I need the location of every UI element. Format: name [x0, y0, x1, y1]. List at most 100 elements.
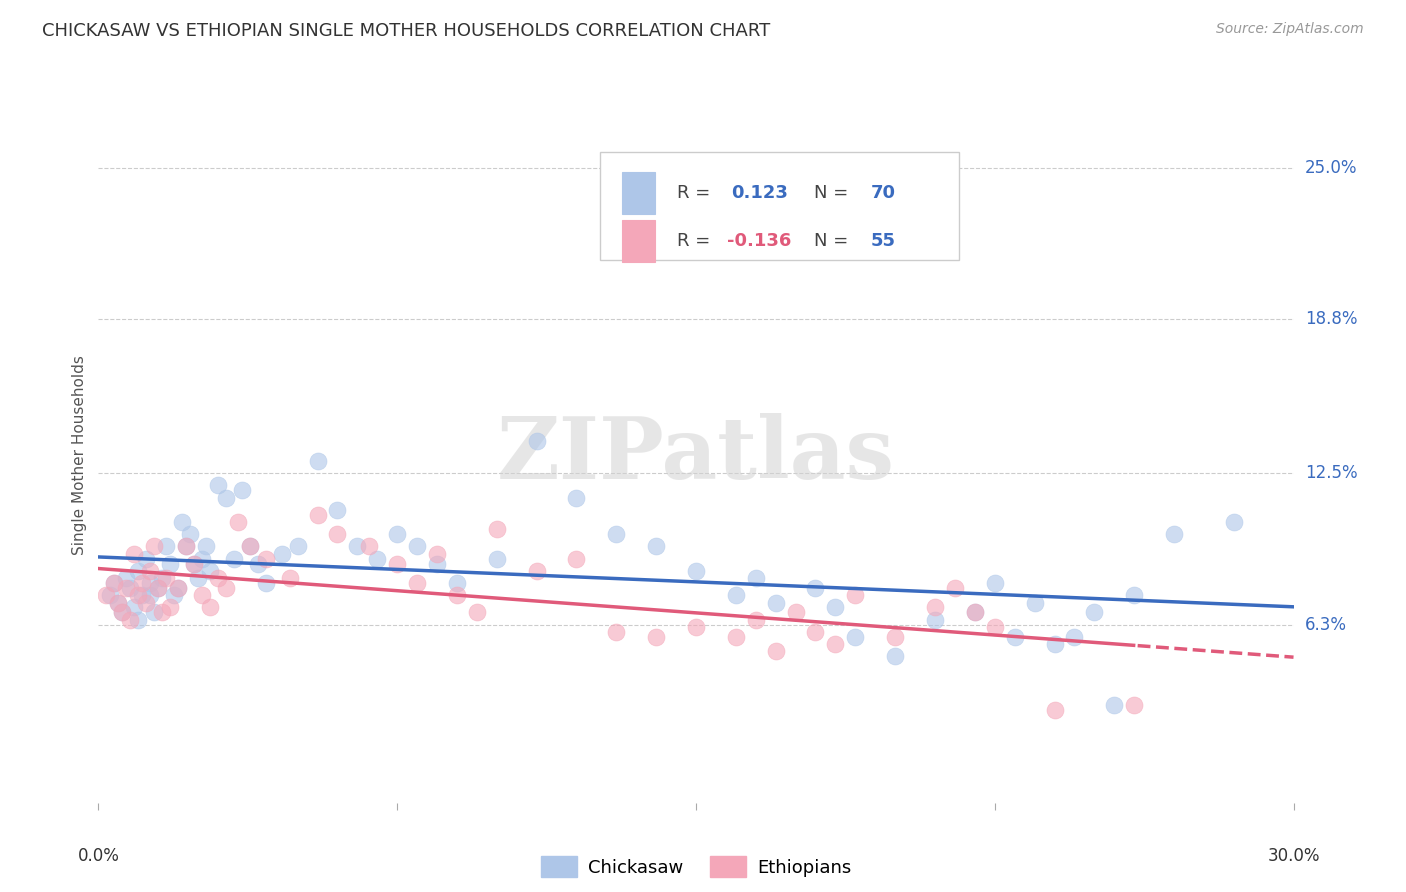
Text: 70: 70 — [870, 185, 896, 202]
Point — [1083, 606, 1105, 620]
Point — [1063, 630, 1085, 644]
Text: 55: 55 — [870, 232, 896, 250]
Point — [307, 454, 329, 468]
Point — [1043, 637, 1066, 651]
Point — [1004, 630, 1026, 644]
Point — [155, 540, 177, 554]
Point — [215, 581, 238, 595]
Text: 0.0%: 0.0% — [77, 847, 120, 864]
Point — [685, 564, 707, 578]
Point — [191, 551, 214, 566]
Point — [143, 540, 166, 554]
Point — [485, 551, 508, 566]
Point — [366, 551, 388, 566]
Point — [605, 624, 627, 639]
Point — [115, 581, 138, 595]
Point — [565, 551, 588, 566]
Point — [222, 551, 245, 566]
Point — [215, 491, 238, 505]
Point — [526, 564, 548, 578]
FancyBboxPatch shape — [600, 153, 959, 260]
Point — [785, 606, 807, 620]
Point — [983, 576, 1005, 591]
Point — [254, 551, 277, 566]
Point — [139, 588, 162, 602]
Text: CHICKASAW VS ETHIOPIAN SINGLE MOTHER HOUSEHOLDS CORRELATION CHART: CHICKASAW VS ETHIOPIAN SINGLE MOTHER HOU… — [42, 22, 770, 40]
Point — [745, 613, 768, 627]
Point — [804, 581, 827, 595]
Point — [446, 576, 468, 591]
Text: -0.136: -0.136 — [727, 232, 792, 250]
Point — [124, 600, 146, 615]
Point — [107, 596, 129, 610]
Point — [824, 637, 846, 651]
Point — [254, 576, 277, 591]
Point — [131, 576, 153, 591]
Point — [924, 600, 946, 615]
Point — [96, 588, 118, 602]
Point — [1024, 596, 1046, 610]
Point — [246, 557, 269, 571]
Point — [385, 557, 409, 571]
Point — [446, 588, 468, 602]
Point — [194, 540, 218, 554]
Point — [426, 547, 449, 561]
Text: 6.3%: 6.3% — [1305, 615, 1347, 633]
Point — [131, 588, 153, 602]
Point — [148, 581, 170, 595]
Point — [645, 630, 668, 644]
Text: Source: ZipAtlas.com: Source: ZipAtlas.com — [1216, 22, 1364, 37]
Point — [159, 557, 181, 571]
Point — [124, 547, 146, 561]
Point — [844, 588, 866, 602]
Point — [150, 571, 173, 585]
Point — [884, 649, 907, 664]
Point — [191, 588, 214, 602]
Point — [207, 478, 229, 492]
Point — [804, 624, 827, 639]
Point — [346, 540, 368, 554]
Point — [103, 576, 125, 591]
Point — [307, 508, 329, 522]
Point — [167, 581, 190, 595]
Point — [983, 620, 1005, 634]
Text: 12.5%: 12.5% — [1305, 464, 1357, 483]
Point — [1163, 527, 1185, 541]
Point — [1123, 698, 1146, 713]
Point — [844, 630, 866, 644]
Point — [326, 503, 349, 517]
Point — [127, 613, 149, 627]
Y-axis label: Single Mother Households: Single Mother Households — [72, 355, 87, 555]
Point — [231, 483, 253, 498]
Point — [207, 571, 229, 585]
Point — [183, 557, 205, 571]
Point — [426, 557, 449, 571]
Text: N =: N = — [814, 185, 849, 202]
Bar — [621, 219, 655, 261]
Point — [963, 606, 986, 620]
Point — [103, 576, 125, 591]
Point — [107, 596, 129, 610]
Legend: Chickasaw, Ethiopians: Chickasaw, Ethiopians — [533, 849, 859, 884]
Point — [924, 613, 946, 627]
Point — [183, 557, 205, 571]
Point — [465, 606, 488, 620]
Text: 0.123: 0.123 — [731, 185, 787, 202]
Point — [287, 540, 309, 554]
Point — [385, 527, 409, 541]
Point — [406, 576, 429, 591]
Point — [198, 600, 221, 615]
Point — [148, 581, 170, 595]
Text: 25.0%: 25.0% — [1305, 159, 1357, 178]
Point — [724, 588, 747, 602]
Point — [605, 527, 627, 541]
Point — [179, 527, 201, 541]
Point — [526, 434, 548, 449]
Point — [406, 540, 429, 554]
Point — [163, 588, 186, 602]
Point — [111, 606, 134, 620]
Point — [174, 540, 197, 554]
Point — [143, 606, 166, 620]
Point — [135, 551, 157, 566]
Point — [155, 571, 177, 585]
